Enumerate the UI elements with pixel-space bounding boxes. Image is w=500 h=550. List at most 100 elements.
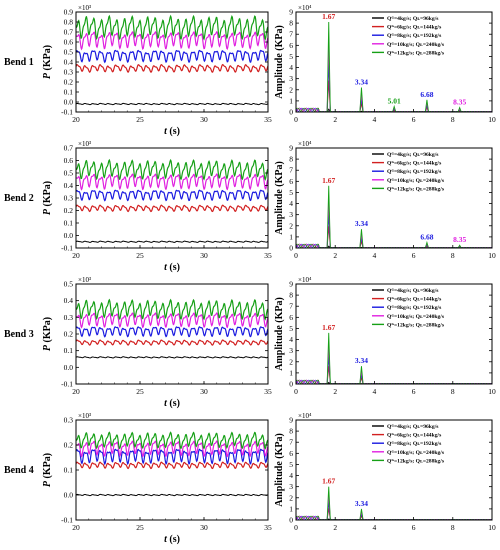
legend-entry: Qᴳ=10kg/s; Qʟ=240kg/s [387,314,445,320]
y-tick-label: 0.8 [64,18,74,27]
y-tick-label: 3 [289,346,293,355]
y-tick-label: 0.2 [64,330,74,339]
x-tick-label: 6 [412,115,416,124]
spectrum-peak [326,245,331,249]
axis-multiplier: ×10⁴ [298,412,312,420]
y-tick-label: 1 [289,96,293,105]
x-tick-label: 4 [373,115,377,124]
y-tick-label: 0.5 [64,48,74,57]
y-tick-label: 5 [289,188,293,197]
x-tick-label: 35 [264,387,272,396]
series-line-1 [75,102,269,106]
x-tick-label: 25 [136,251,144,260]
series-line-4 [75,312,269,329]
series-line-3 [75,326,269,338]
series-line-5 [75,431,269,450]
y-tick-label: 0 [289,380,293,389]
y-tick-label: 3 [289,74,293,83]
x-tick-label: 2 [333,251,337,260]
y-axis-label: P (KPa) [42,453,53,487]
y-tick-label: 0.0 [64,231,74,240]
y-tick-label: 0.1 [64,466,74,475]
y-tick-label: 4 [289,63,293,72]
y-tick-label: 2 [289,357,293,366]
y-tick-label: 0.6 [64,156,74,165]
spectrum-peak [457,244,462,249]
x-tick-label: 8 [451,523,455,532]
y-tick-label: 0.3 [64,68,74,77]
series-line-3 [75,49,269,64]
y-tick-label: 8 [289,19,293,28]
y-tick-label: 6 [289,41,293,50]
y-tick-label: 2 [289,493,293,502]
x-tick-label: 35 [264,251,272,260]
y-tick-label: -0.1 [61,516,73,525]
y-axis-label: Amplitude (KPa) [274,25,285,99]
y-tick-label: 0.1 [64,346,74,355]
row-label: Bend 1 [4,57,34,68]
axis-multiplier: ×10³ [78,412,91,420]
row-label: Bend 4 [4,465,34,476]
y-tick-label: 0.3 [64,313,74,322]
spectrum-peak [326,332,331,385]
x-tick-label: 6 [412,523,416,532]
axis-multiplier: ×10⁴ [298,140,312,148]
legend-entry: Qᴳ=4kg/s; Qʟ=96kg/s [387,152,439,158]
series-line-5 [75,158,269,181]
x-tick-label: 20 [72,115,80,124]
x-tick-label: 25 [136,115,144,124]
y-tick-label: 4 [289,471,293,480]
y-tick-label: 0.0 [64,363,74,372]
x-axis-label: t (s) [164,126,180,137]
legend-entry: Qᴳ=8kg/s; Qʟ=192kg/s [387,33,442,39]
spectrum-panel-1: 1.67 3.34 5.01 6.68 8.35 0 1 2 3 4 5 6 7 8 9 0 2 4 6 8 10 ×10… [274,4,496,124]
series-line-2 [75,204,269,213]
x-tick-label: 10 [488,387,496,396]
y-tick-label: 5 [289,324,293,333]
spectrum-peak [326,185,331,249]
y-tick-label: 6 [289,177,293,186]
x-tick-label: 30 [200,115,208,124]
spectrum-peak [359,229,364,249]
peak-label: 6.68 [420,90,433,99]
series-line-3 [75,189,269,202]
spectrum-peak [326,486,331,521]
x-tick-label: 2 [333,387,337,396]
series-line-2 [75,63,269,73]
x-tick-label: 6 [412,387,416,396]
series-line-1 [75,493,269,497]
spectrum-panel-3: 1.67 3.34 0 1 2 3 4 5 6 7 8 9 0 2 4 6 8 10 ×10⁴ Amplitude (… [274,276,496,396]
time-panel-5: Bend 3 -0.1 0.0 0.1 0.2 0.3 0.4 0.5 20 25 30 35 ×10³… [4,276,272,409]
legend-entry: Qᴳ=6kg/s; Qʟ=144kg/s [387,433,442,439]
y-tick-label: 9 [289,144,293,153]
y-tick-label: 0.0 [64,491,74,500]
peak-label: 3.34 [355,78,368,87]
legend-entry: Qᴳ=10kg/s; Qʟ=240kg/s [387,450,445,456]
y-tick-label: 6 [289,313,293,322]
spectrum-peak [359,366,364,385]
legend-entry: Qᴳ=8kg/s; Qʟ=192kg/s [387,441,442,447]
x-tick-label: 30 [200,523,208,532]
row-label: Bend 2 [4,193,34,204]
x-tick-label: 4 [373,523,377,532]
y-tick-label: 0 [289,108,293,117]
y-tick-label: 2 [289,221,293,230]
y-tick-label: 6 [289,449,293,458]
series-line-5 [75,14,269,41]
x-tick-label: 0 [294,115,298,124]
legend-entry: Qᴳ=8kg/s; Qʟ=192kg/s [387,305,442,311]
y-tick-label: 5 [289,52,293,61]
y-tick-label: 0.7 [64,144,74,153]
peak-label: 3.34 [355,356,368,365]
y-tick-label: 5 [289,460,293,469]
y-tick-label: 0.0 [64,98,74,107]
legend-entry: Qᴳ=12kg/s; Qʟ=288kg/s [387,186,445,192]
peak-label: 1.67 [322,477,335,486]
legend-entry: Qᴳ=10kg/s; Qʟ=240kg/s [387,178,445,184]
plot-frame [75,283,269,385]
plot-frame [295,147,493,249]
y-tick-label: 0 [289,516,293,525]
y-axis-label: P (KPa) [42,317,53,351]
x-tick-label: 20 [72,251,80,260]
y-tick-label: 2 [289,85,293,94]
